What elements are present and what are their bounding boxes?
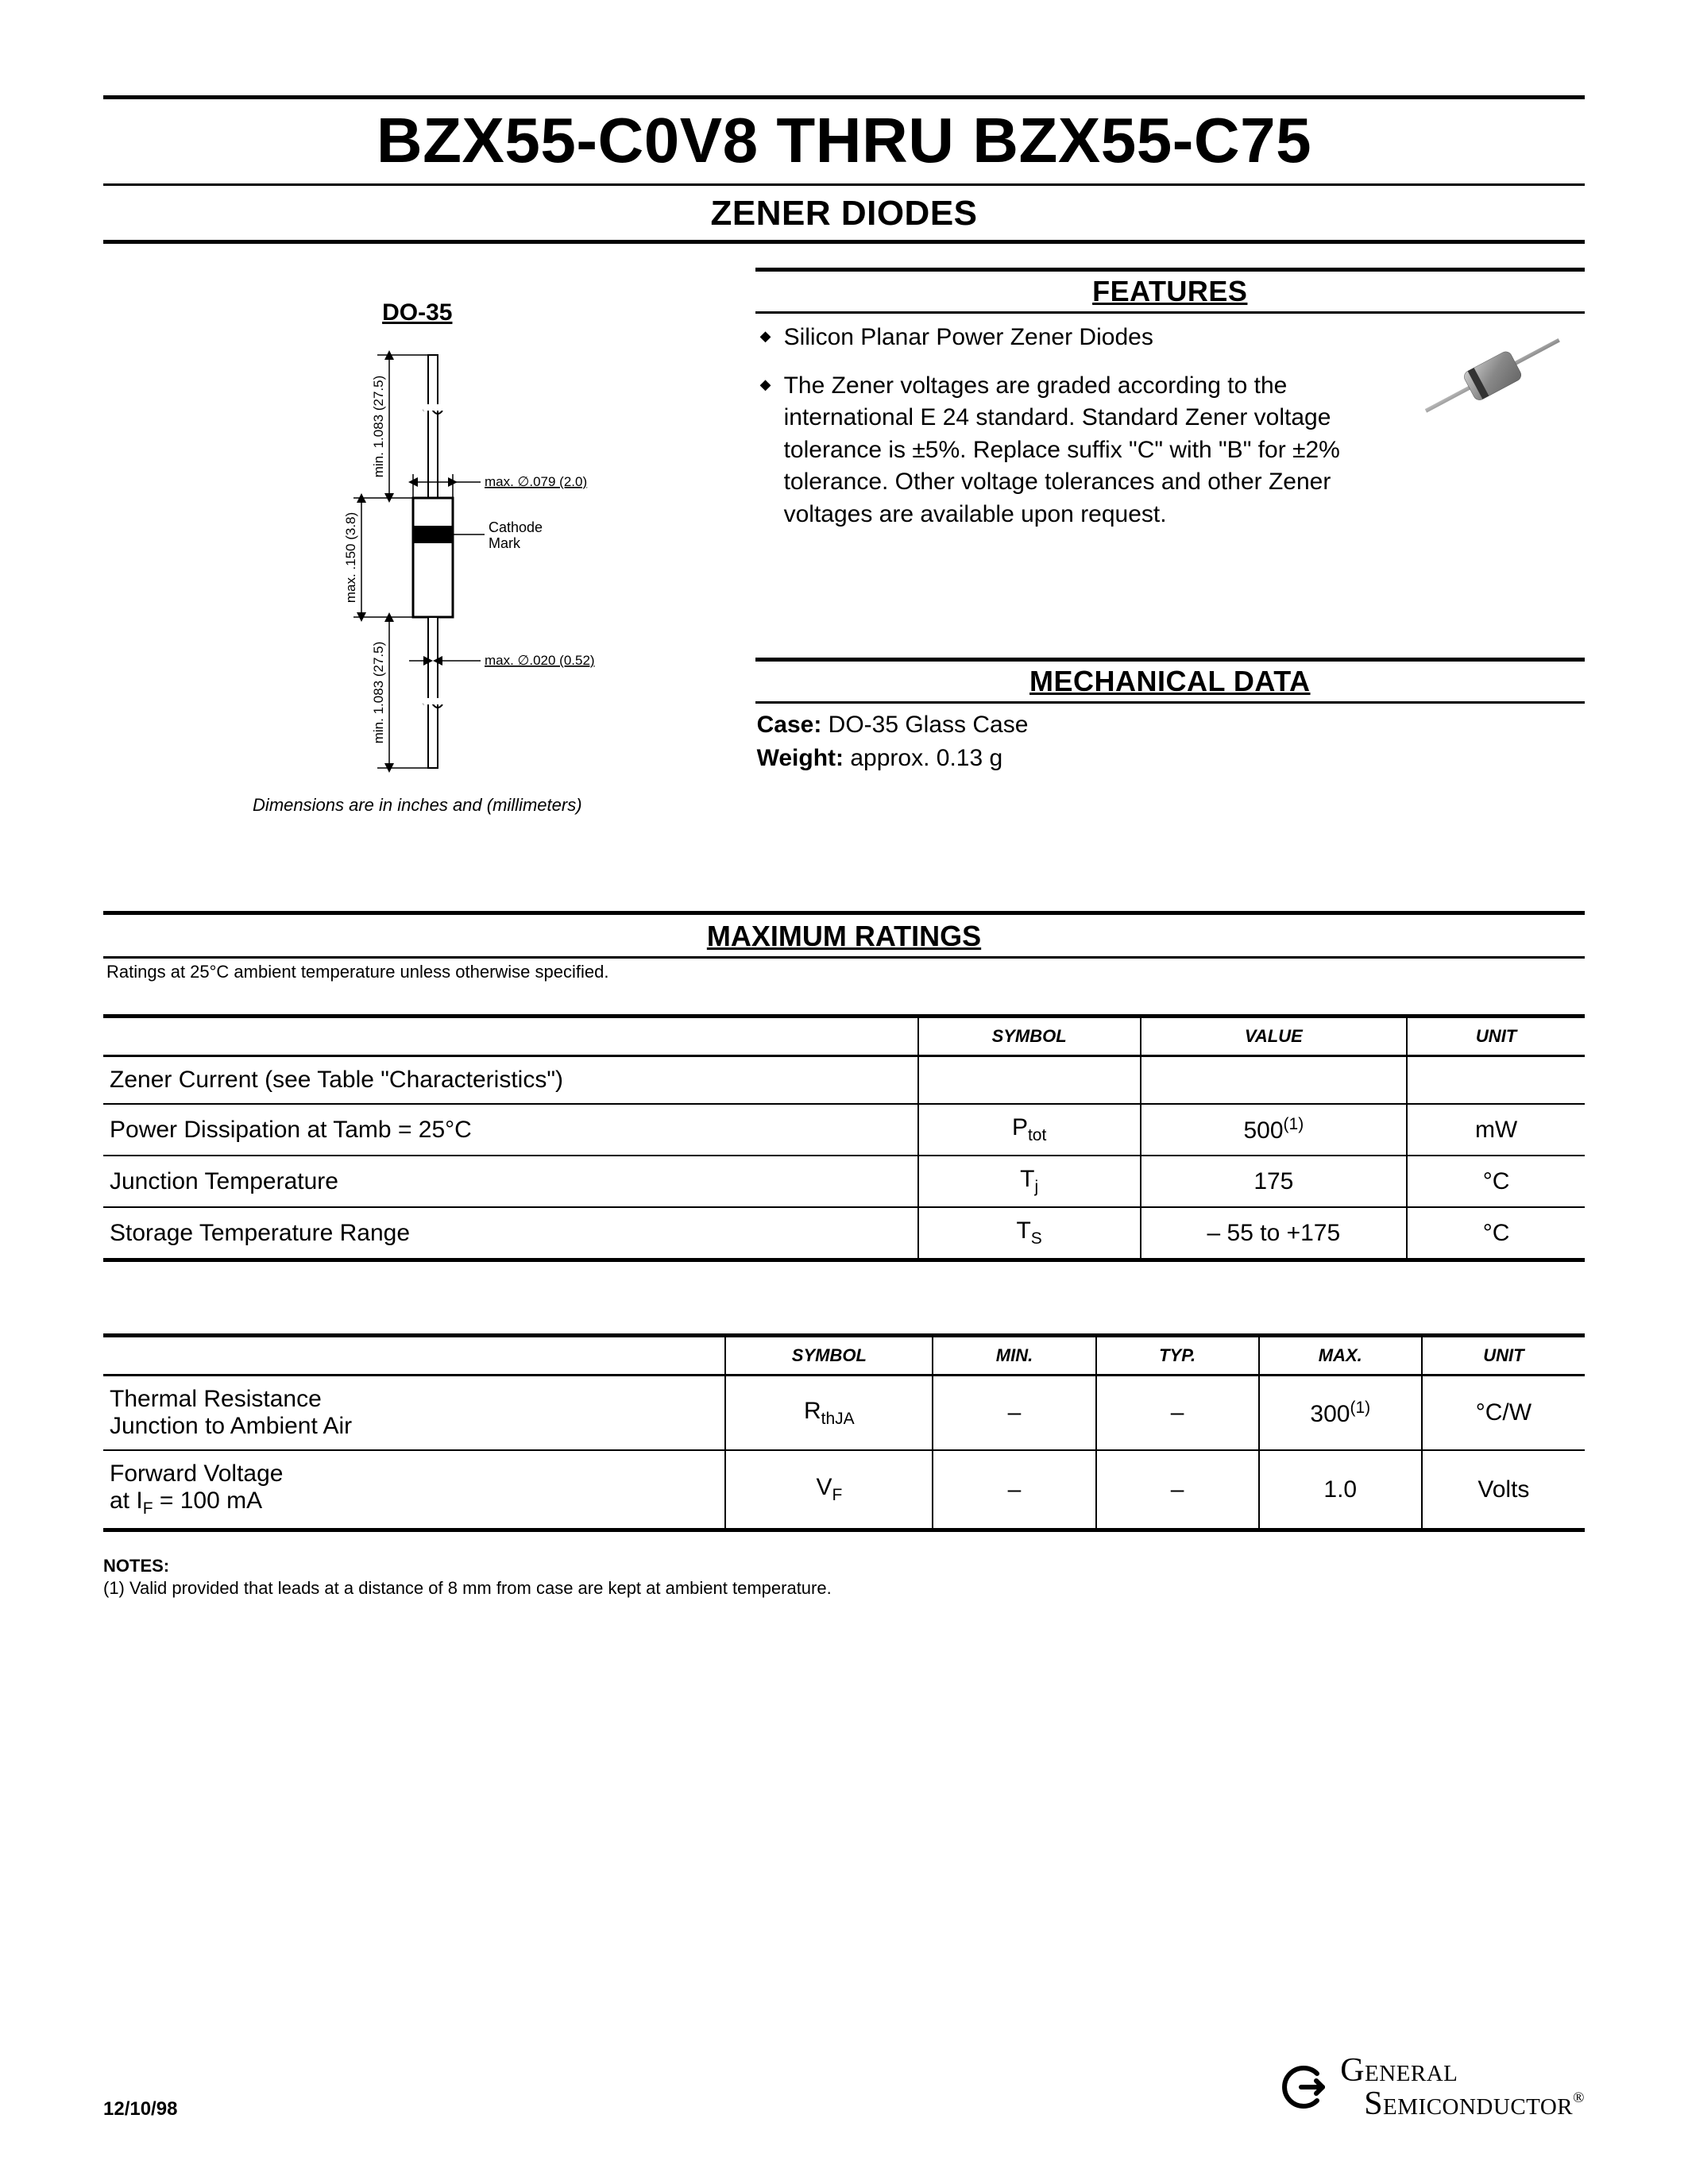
table-header: UNIT bbox=[1422, 1336, 1585, 1376]
diode-image bbox=[1418, 302, 1569, 453]
company-line2: Semiconductor bbox=[1364, 2086, 1573, 2122]
feature-item: The Zener voltages are graded according … bbox=[760, 370, 1418, 531]
table-header: SYMBOL bbox=[725, 1336, 933, 1376]
table-header: VALUE bbox=[1141, 1017, 1408, 1056]
title-block: BZX55-C0V8 THRU BZX55-C75 ZENER DIODES bbox=[103, 104, 1585, 233]
max-ratings-note: Ratings at 25°C ambient temperature unle… bbox=[106, 962, 1585, 982]
table-row: Zener Current (see Table "Characteristic… bbox=[103, 1056, 1585, 1105]
cell-symbol: VF bbox=[725, 1450, 933, 1530]
dim-lead-dia: max. ∅.020 (0.52) bbox=[485, 653, 595, 668]
cell-symbol: Tj bbox=[918, 1156, 1141, 1207]
table-row: Power Dissipation at Tamb = 25°CPtot500(… bbox=[103, 1104, 1585, 1156]
cell-label: Junction Temperature bbox=[103, 1156, 918, 1207]
package-drawing-column: DO-35 bbox=[103, 268, 755, 816]
table-header bbox=[103, 1017, 918, 1056]
do35-drawing: max. .150 (3.8) min. 1.083 (27.5) min. 1… bbox=[218, 339, 616, 784]
case-label: Case: bbox=[757, 712, 822, 738]
max-ratings-heading: MAXIMUM RATINGS bbox=[103, 915, 1585, 959]
cell-symbol bbox=[918, 1056, 1141, 1105]
cell-symbol: Ptot bbox=[918, 1104, 1141, 1156]
max-ratings-table: SYMBOLVALUEUNIT Zener Current (see Table … bbox=[103, 1014, 1585, 1262]
cell-symbol: TS bbox=[918, 1207, 1141, 1260]
table-header: MIN. bbox=[933, 1336, 1095, 1376]
package-caption: Dimensions are in inches and (millimeter… bbox=[103, 795, 732, 816]
notes-body: (1) Valid provided that leads at a dista… bbox=[103, 1578, 1585, 1599]
cell-max: 1.0 bbox=[1259, 1450, 1422, 1530]
cell-label: Forward Voltageat IF = 100 mA bbox=[103, 1450, 725, 1530]
cell-unit: mW bbox=[1407, 1104, 1585, 1156]
feature-item: Silicon Planar Power Zener Diodes bbox=[760, 322, 1418, 354]
cell-value: – 55 to +175 bbox=[1141, 1207, 1408, 1260]
notes-heading: NOTES: bbox=[103, 1556, 1585, 1576]
cell-value: 500(1) bbox=[1141, 1104, 1408, 1156]
mechdata-heading: MECHANICAL DATA bbox=[755, 662, 1585, 704]
mechdata-body: Case: DO-35 Glass Case Weight: approx. 0… bbox=[755, 704, 1585, 775]
cell-unit: °C bbox=[1407, 1156, 1585, 1207]
cell-max: 300(1) bbox=[1259, 1376, 1422, 1451]
table-header: MAX. bbox=[1259, 1336, 1422, 1376]
company-line1: General bbox=[1340, 2054, 1585, 2087]
dim-lead-bot: min. 1.083 (27.5) bbox=[371, 642, 386, 744]
table-row: Storage Temperature RangeTS– 55 to +175°… bbox=[103, 1207, 1585, 1260]
cell-typ: – bbox=[1096, 1450, 1259, 1530]
cell-value: 175 bbox=[1141, 1156, 1408, 1207]
cell-min: – bbox=[933, 1450, 1095, 1530]
main-title: BZX55-C0V8 THRU BZX55-C75 bbox=[103, 104, 1585, 177]
cell-unit: Volts bbox=[1422, 1450, 1585, 1530]
weight-value: approx. 0.13 g bbox=[850, 745, 1002, 771]
case-value: DO-35 Glass Case bbox=[829, 712, 1029, 738]
dim-body-dia: max. ∅.079 (2.0) bbox=[485, 474, 587, 489]
table-header: TYP. bbox=[1096, 1336, 1259, 1376]
thermal-table: SYMBOLMIN.TYP.MAX.UNIT Thermal Resistance… bbox=[103, 1333, 1585, 1532]
cell-value bbox=[1141, 1056, 1408, 1105]
table-row: Thermal ResistanceJunction to Ambient Ai… bbox=[103, 1376, 1585, 1451]
cell-label: Zener Current (see Table "Characteristic… bbox=[103, 1056, 918, 1105]
cell-label: Power Dissipation at Tamb = 25°C bbox=[103, 1104, 918, 1156]
cell-unit: °C/W bbox=[1422, 1376, 1585, 1451]
cathode-label-2: Mark bbox=[489, 535, 521, 551]
table-header: UNIT bbox=[1407, 1017, 1585, 1056]
weight-label: Weight: bbox=[757, 745, 844, 771]
table-row: Junction TemperatureTj175°C bbox=[103, 1156, 1585, 1207]
cell-label: Storage Temperature Range bbox=[103, 1207, 918, 1260]
page-footer: 12/10/98 General Semiconductor® bbox=[103, 2054, 1585, 2120]
cell-unit: °C bbox=[1407, 1207, 1585, 1260]
cell-typ: – bbox=[1096, 1376, 1259, 1451]
dim-lead-top: min. 1.083 (27.5) bbox=[371, 376, 386, 478]
dim-body-height: max. .150 (3.8) bbox=[343, 512, 358, 603]
footer-date: 12/10/98 bbox=[103, 2098, 177, 2120]
table-header: SYMBOL bbox=[918, 1017, 1141, 1056]
subtitle: ZENER DIODES bbox=[103, 194, 1585, 233]
cell-symbol: RthJA bbox=[725, 1376, 933, 1451]
cathode-label-1: Cathode bbox=[489, 519, 543, 535]
company-logo: General Semiconductor® bbox=[1273, 2054, 1585, 2120]
cell-unit bbox=[1407, 1056, 1585, 1105]
package-label: DO-35 bbox=[103, 299, 732, 326]
table-row: Forward Voltageat IF = 100 mAVF––1.0Volt… bbox=[103, 1450, 1585, 1530]
logo-icon bbox=[1273, 2059, 1329, 2115]
cell-label: Thermal ResistanceJunction to Ambient Ai… bbox=[103, 1376, 725, 1451]
table-header bbox=[103, 1336, 725, 1376]
cell-min: – bbox=[933, 1376, 1095, 1451]
